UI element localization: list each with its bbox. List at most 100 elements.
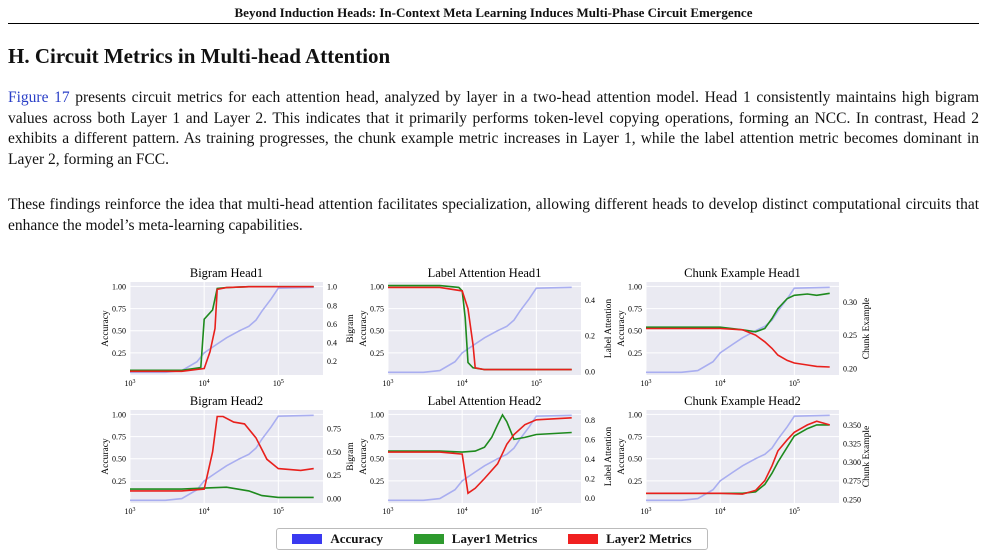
layer2-line-chunk-example-head2 [646, 420, 830, 495]
x-tick-bigram-head1: 105 [273, 379, 284, 388]
x-tick-exponent: 5 [797, 379, 800, 385]
y-left-tick-label-attention-head2: 0.25 [370, 477, 384, 486]
y-left-tick-label-attention-head1: 0.25 [370, 349, 384, 358]
y-right-tick-chunk-example-head2: 0.275 [843, 477, 861, 486]
paragraph-findings: These findings reinforce the idea that m… [8, 196, 979, 234]
x-tick-bigram-head2: 105 [273, 507, 284, 516]
x-tick-bigram-head1: 103 [125, 379, 136, 388]
x-tick-exponent: 4 [465, 507, 468, 513]
y-right-tick-bigram-head1: 0.8 [327, 301, 337, 310]
x-tick-exponent: 3 [133, 379, 136, 385]
y-left-tick-chunk-example-head2: 0.25 [628, 477, 642, 486]
y-right-tick-bigram-head2: 0.75 [327, 425, 341, 434]
x-tick-base: 10 [531, 379, 539, 388]
y-left-label-label-attention-head1: Accuracy [359, 310, 369, 347]
y-right-tick-label-attention-head2: 0.0 [585, 494, 595, 503]
y-right-tick-chunk-example-head2: 0.300 [843, 458, 861, 467]
figure-17-link[interactable]: Figure 17 [8, 89, 70, 106]
layer2-line-label-attention-head2 [388, 417, 572, 495]
y-right-label-chunk-example-head2: Chunk Example [862, 426, 872, 487]
x-tick-base: 10 [273, 507, 281, 516]
y-right-tick-bigram-head1: 0.6 [327, 320, 337, 329]
y-left-label-label-attention-head2: Accuracy [359, 438, 369, 475]
y-right-tick-label-attention-head2: 0.4 [585, 455, 595, 464]
y-left-tick-label-attention-head2: 1.00 [370, 410, 384, 419]
x-tick-exponent: 3 [391, 507, 394, 513]
paragraph-1-text: presents circuit metrics for each attent… [8, 89, 980, 168]
x-tick-bigram-head1: 104 [199, 379, 210, 388]
x-tick-base: 10 [789, 507, 797, 516]
y-right-tick-bigram-head1: 0.2 [327, 357, 337, 366]
x-tick-base: 10 [457, 507, 465, 516]
paragraph-circuit-metrics: Figure 17 presents circuit metrics for e… [8, 88, 979, 170]
chart-title-label-attention-head2: Label Attention Head2 [428, 394, 542, 408]
legend-label-layer1: Layer1 Metrics [451, 531, 538, 546]
x-tick-label-attention-head1: 103 [383, 379, 394, 388]
y-right-tick-label-attention-head1: 0.2 [585, 332, 595, 341]
x-tick-base: 10 [273, 379, 281, 388]
x-tick-base: 10 [125, 379, 133, 388]
layer2-line-bigram-head2 [130, 415, 314, 492]
x-tick-chunk-example-head1: 103 [641, 379, 652, 388]
y-left-tick-bigram-head1: 0.25 [112, 349, 126, 358]
x-tick-exponent: 3 [133, 507, 136, 513]
layer2-line-label-attention-head1 [388, 286, 572, 371]
x-tick-base: 10 [641, 507, 649, 516]
x-tick-exponent: 4 [465, 379, 468, 385]
chart-title-label-attention-head1: Label Attention Head1 [428, 266, 542, 280]
panel-chunk-example-head1: Chunk Example Head1 1.00 0.75 0.50 0.25 0.30 0… [617, 266, 872, 388]
y-left-label-chunk-example-head2: Accuracy [617, 438, 627, 475]
y-left-tick-label-attention-head1: 0.50 [370, 327, 384, 336]
y-right-label-bigram-head2: Bigram [346, 442, 356, 471]
layer2-line-chunk-example-head1 [646, 327, 830, 368]
y-left-tick-chunk-example-head2: 1.00 [628, 410, 642, 419]
x-tick-base: 10 [383, 507, 391, 516]
y-left-tick-chunk-example-head1: 0.25 [628, 349, 642, 358]
y-left-tick-label-attention-head1: 0.75 [370, 305, 384, 314]
y-right-tick-label-attention-head2: 0.8 [585, 416, 595, 425]
x-tick-exponent: 4 [207, 379, 210, 385]
y-left-tick-bigram-head2: 0.50 [112, 455, 126, 464]
plot-area-label-attention-head1 [388, 282, 581, 375]
x-tick-chunk-example-head1: 105 [789, 379, 800, 388]
x-tick-exponent: 4 [207, 507, 210, 513]
y-left-tick-chunk-example-head2: 0.50 [628, 455, 642, 464]
x-tick-base: 10 [789, 379, 797, 388]
x-tick-label-attention-head2: 105 [531, 507, 542, 516]
x-tick-exponent: 5 [539, 507, 542, 513]
x-tick-base: 10 [531, 507, 539, 516]
y-left-tick-label-attention-head2: 0.50 [370, 455, 384, 464]
accuracy-line-bigram-head2 [130, 414, 314, 502]
y-right-tick-bigram-head2: 0.25 [327, 471, 341, 480]
running-header: Beyond Induction Heads: In-Context Meta … [8, 5, 979, 24]
y-right-tick-label-attention-head1: 0.0 [585, 367, 595, 376]
y-right-label-label-attention-head2: Label Attention [604, 427, 614, 487]
x-tick-base: 10 [641, 379, 649, 388]
x-tick-exponent: 3 [649, 379, 652, 385]
chart-title-bigram-head1: Bigram Head1 [190, 266, 263, 280]
y-left-tick-bigram-head2: 0.75 [112, 433, 126, 442]
y-right-tick-chunk-example-head2: 0.250 [843, 495, 861, 504]
x-tick-exponent: 4 [723, 507, 726, 513]
section-title: H. Circuit Metrics in Multi-head Attenti… [8, 44, 391, 68]
accuracy-line-bigram-head1 [130, 286, 314, 374]
chart-title-chunk-example-head2: Chunk Example Head2 [684, 394, 801, 408]
y-left-tick-chunk-example-head1: 0.50 [628, 327, 642, 336]
y-left-label-bigram-head1: Accuracy [101, 310, 111, 347]
panel-bigram-head1: Bigram Head11.000.750.500.251.00.80.60.4… [101, 266, 356, 388]
y-left-tick-chunk-example-head1: 0.75 [628, 305, 642, 314]
x-tick-base: 10 [715, 379, 723, 388]
x-tick-chunk-example-head1: 104 [715, 379, 726, 388]
x-tick-label-attention-head2: 104 [457, 507, 468, 516]
y-right-label-chunk-example-head1: Chunk Example [862, 298, 872, 359]
y-right-label-label-attention-head1: Label Attention [604, 299, 614, 359]
plot-area-bigram-head1 [130, 282, 323, 375]
y-right-tick-bigram-head2: 0.00 [327, 494, 341, 503]
x-tick-bigram-head2: 104 [199, 507, 210, 516]
y-left-tick-bigram-head1: 0.75 [112, 305, 126, 314]
y-right-tick-bigram-head1: 1.0 [327, 283, 337, 292]
chart-title-chunk-example-head1: Chunk Example Head1 [684, 266, 801, 280]
y-right-tick-chunk-example-head1: 0.20 [843, 364, 857, 373]
panel-chunk-example-head2: Chunk Example Head2 1.00 0.75 0.50 0.25 0.350… [617, 394, 872, 516]
layer2-line-bigram-head1 [130, 285, 314, 373]
